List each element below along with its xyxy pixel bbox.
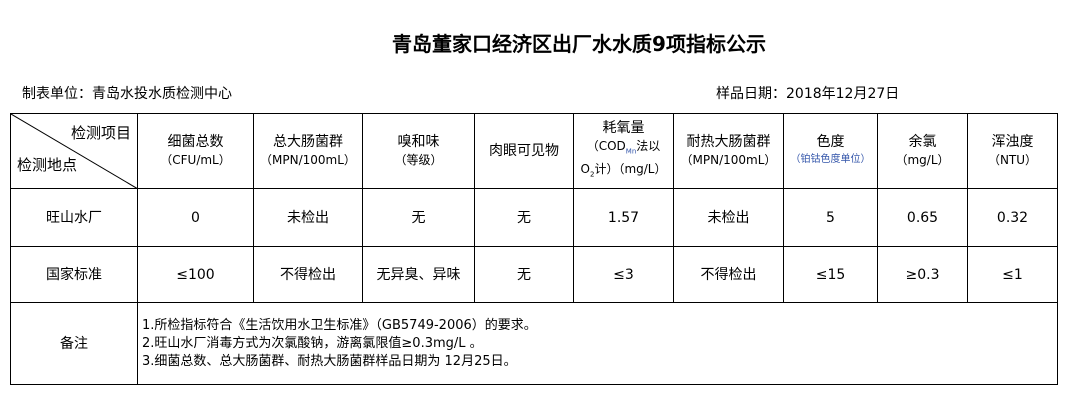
cell: 不得检出 [673,246,784,303]
header-cell: 浑浊度 （NTU） [967,113,1058,189]
header-cell: 余氯 （mg/L） [877,113,968,189]
corner-bottom: 检测地点 [17,156,78,174]
header-cell: 耗氧量 （CODMn法以 O2计）（mg/L） [573,113,674,189]
note-line: 1.所检指标符合《生活饮用水卫生标准》（GB5749-2006）的要求。 [142,317,537,333]
cell: 0.32 [967,188,1058,247]
header-cell: 肉眼可见物 [474,113,574,189]
unit-label: 制表单位：青岛水投水质检测中心 [22,86,232,102]
header-row: 检测项目 检测地点 细菌总数 （CFU/mL） 总大肠菌群 （MPN/100mL） … [10,113,1058,189]
cell: ≤3 [573,246,674,303]
header-cell: 色度 （铂钴色度单位） [783,113,878,189]
cell: ≤100 [137,246,254,303]
corner-cell: 检测项目 检测地点 [10,113,138,189]
note-line: 3.细菌总数、总大肠菌群、耐热大肠菌群样品日期为 12月25日。 [142,353,517,369]
cell: 无异臭、异味 [362,246,475,303]
notes-content: 1.所检指标符合《生活饮用水卫生标准》（GB5749-2006）的要求。 2.旺… [137,302,1058,385]
header-cell: 耐热大肠菌群 （MPN/100mL） [673,113,784,189]
cell: ≤15 [783,246,878,303]
header-cell: 细菌总数 （CFU/mL） [137,113,254,189]
date-label: 样品日期：2018年12月27日 [716,86,900,102]
header-cell: 嗅和味 （等级） [362,113,475,189]
header-cell: 总大肠菌群 （MPN/100mL） [253,113,363,189]
cell: 0 [137,188,254,247]
cell: ≥0.3 [877,246,968,303]
cell: 无 [474,188,574,247]
notes-row: 备注 1.所检指标符合《生活饮用水卫生标准》（GB5749-2006）的要求。 … [10,302,1058,385]
note-line: 2.旺山水厂消毒方式为次氯酸钠，游离氯限值≥0.3mg/L 。 [142,335,483,351]
cell: 未检出 [253,188,363,247]
cell: 无 [474,246,574,303]
page-title: 青岛董家口经济区出厂水水质9项指标公示 [392,32,766,56]
table-row: 旺山水厂 0 未检出 无 无 1.57 未检出 5 0.65 0.32 [10,188,1058,247]
diagonal-line [11,114,138,189]
cell: ≤1 [967,246,1058,303]
cell: 5 [783,188,878,247]
row-label: 国家标准 [10,246,138,303]
water-quality-table: 检测项目 检测地点 细菌总数 （CFU/mL） 总大肠菌群 （MPN/100mL） … [10,113,1058,385]
cell: 0.65 [877,188,968,247]
cell: 不得检出 [253,246,363,303]
row-label: 旺山水厂 [10,188,138,247]
notes-label: 备注 [10,302,138,385]
table-row: 国家标准 ≤100 不得检出 无异臭、异味 无 ≤3 不得检出 ≤15 ≥0.3… [10,246,1058,303]
cell: 未检出 [673,188,784,247]
cell: 无 [362,188,475,247]
corner-top: 检测项目 [70,124,131,142]
cell: 1.57 [573,188,674,247]
